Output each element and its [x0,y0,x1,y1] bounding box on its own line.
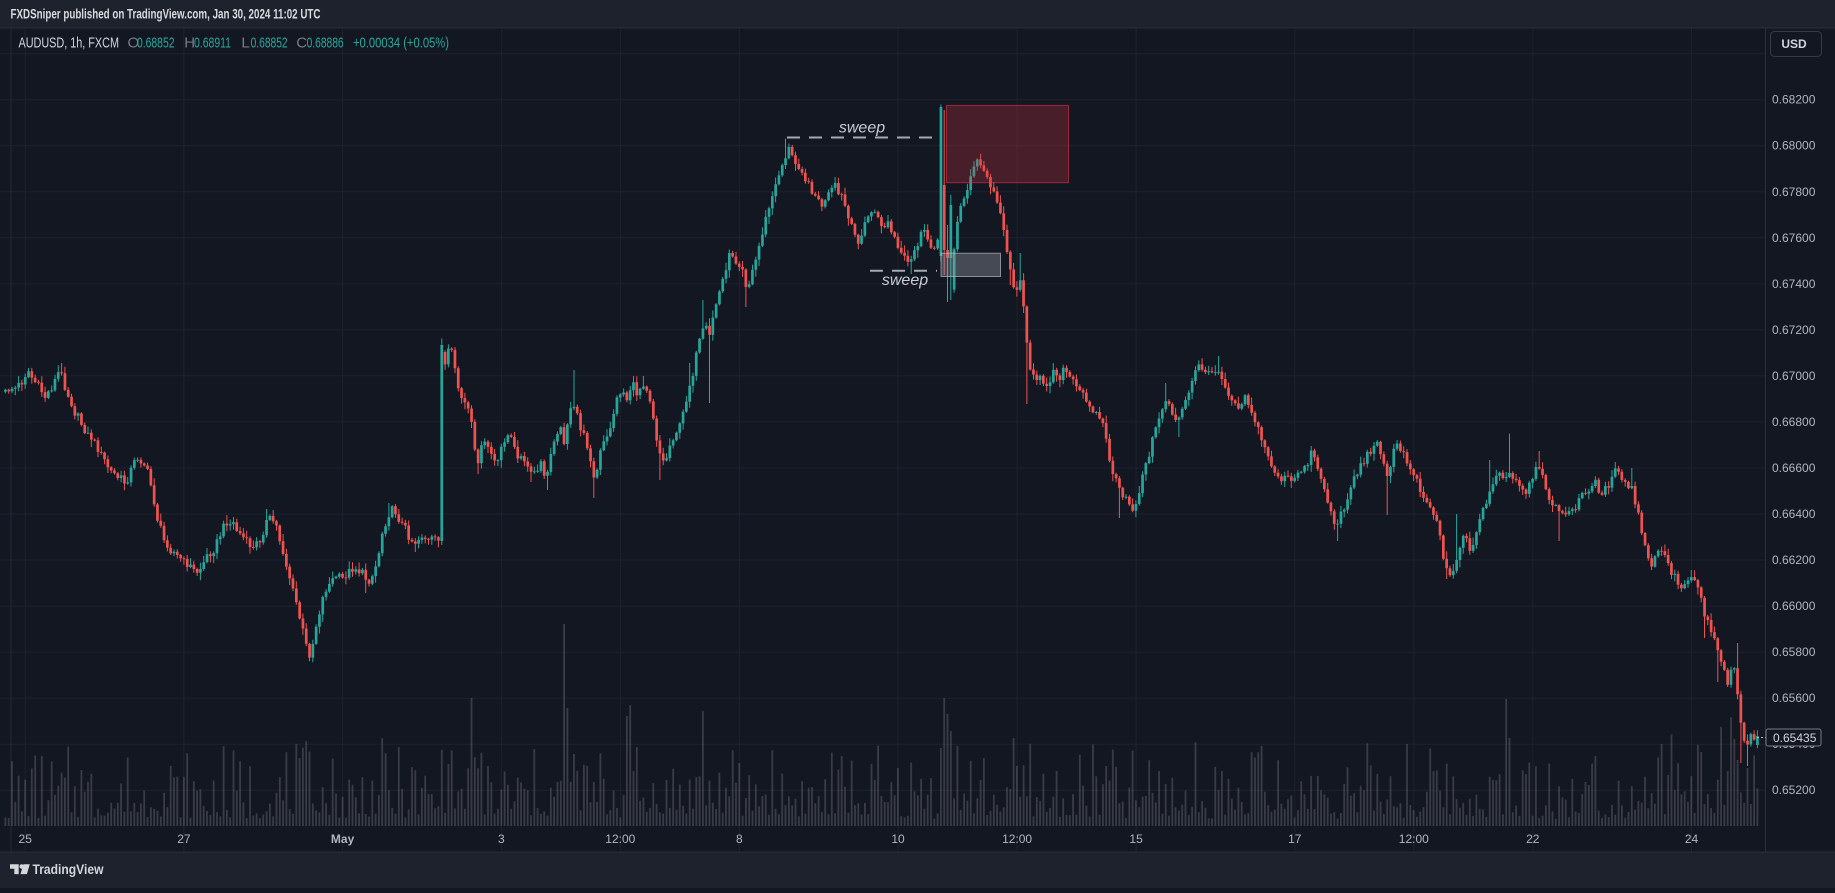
svg-text:0.67000: 0.67000 [1772,369,1816,383]
svg-text:C: C [296,35,307,52]
svg-text:O: O [128,35,140,52]
svg-text:0.65435: 0.65435 [1773,731,1817,745]
svg-text:25: 25 [19,832,33,846]
svg-text:24: 24 [1685,832,1699,846]
svg-text:L: L [241,35,249,52]
svg-text:FXDSniper published on Trading: FXDSniper published on TradingView.com, … [11,7,321,22]
svg-text:10: 10 [891,832,905,846]
svg-text:22: 22 [1526,832,1540,846]
svg-text:0.65800: 0.65800 [1772,645,1816,659]
svg-text:0.67600: 0.67600 [1772,231,1816,245]
svg-text:TradingView: TradingView [33,862,104,877]
svg-text:May: May [331,832,355,846]
svg-text:sweep: sweep [839,120,885,137]
svg-text:0.68000: 0.68000 [1772,139,1816,153]
svg-text:0.68852: 0.68852 [137,35,175,52]
svg-text:0.66600: 0.66600 [1772,461,1816,475]
svg-text:0.65600: 0.65600 [1772,691,1816,705]
svg-text:+0.00034 (+0.05%): +0.00034 (+0.05%) [353,35,449,52]
svg-text:0.66400: 0.66400 [1772,507,1816,521]
svg-text:3: 3 [498,832,505,846]
svg-text:17: 17 [1288,832,1302,846]
svg-text:0.68886: 0.68886 [307,35,344,52]
svg-text:AUDUSD, 1h, FXCM: AUDUSD, 1h, FXCM [19,35,120,52]
svg-text:0.66200: 0.66200 [1772,553,1816,567]
svg-text:0.66800: 0.66800 [1772,415,1816,429]
svg-text:15: 15 [1129,832,1143,846]
svg-text:USD: USD [1781,37,1807,51]
svg-text:sweep: sweep [882,272,928,289]
svg-text:0.68911: 0.68911 [194,35,231,52]
svg-text:12:00: 12:00 [1399,832,1429,846]
svg-text:12:00: 12:00 [605,832,635,846]
svg-text:0.67800: 0.67800 [1772,185,1816,199]
svg-text:0.67200: 0.67200 [1772,323,1816,337]
svg-text:0.67400: 0.67400 [1772,277,1816,291]
svg-text:12:00: 12:00 [1002,832,1032,846]
svg-text:0.68200: 0.68200 [1772,93,1816,107]
svg-text:H: H [184,35,195,52]
svg-text:0.65200: 0.65200 [1772,783,1816,797]
svg-text:0.68852: 0.68852 [251,35,288,52]
svg-text:0.66000: 0.66000 [1772,599,1816,613]
svg-text:27: 27 [177,832,191,846]
svg-text:8: 8 [736,832,743,846]
